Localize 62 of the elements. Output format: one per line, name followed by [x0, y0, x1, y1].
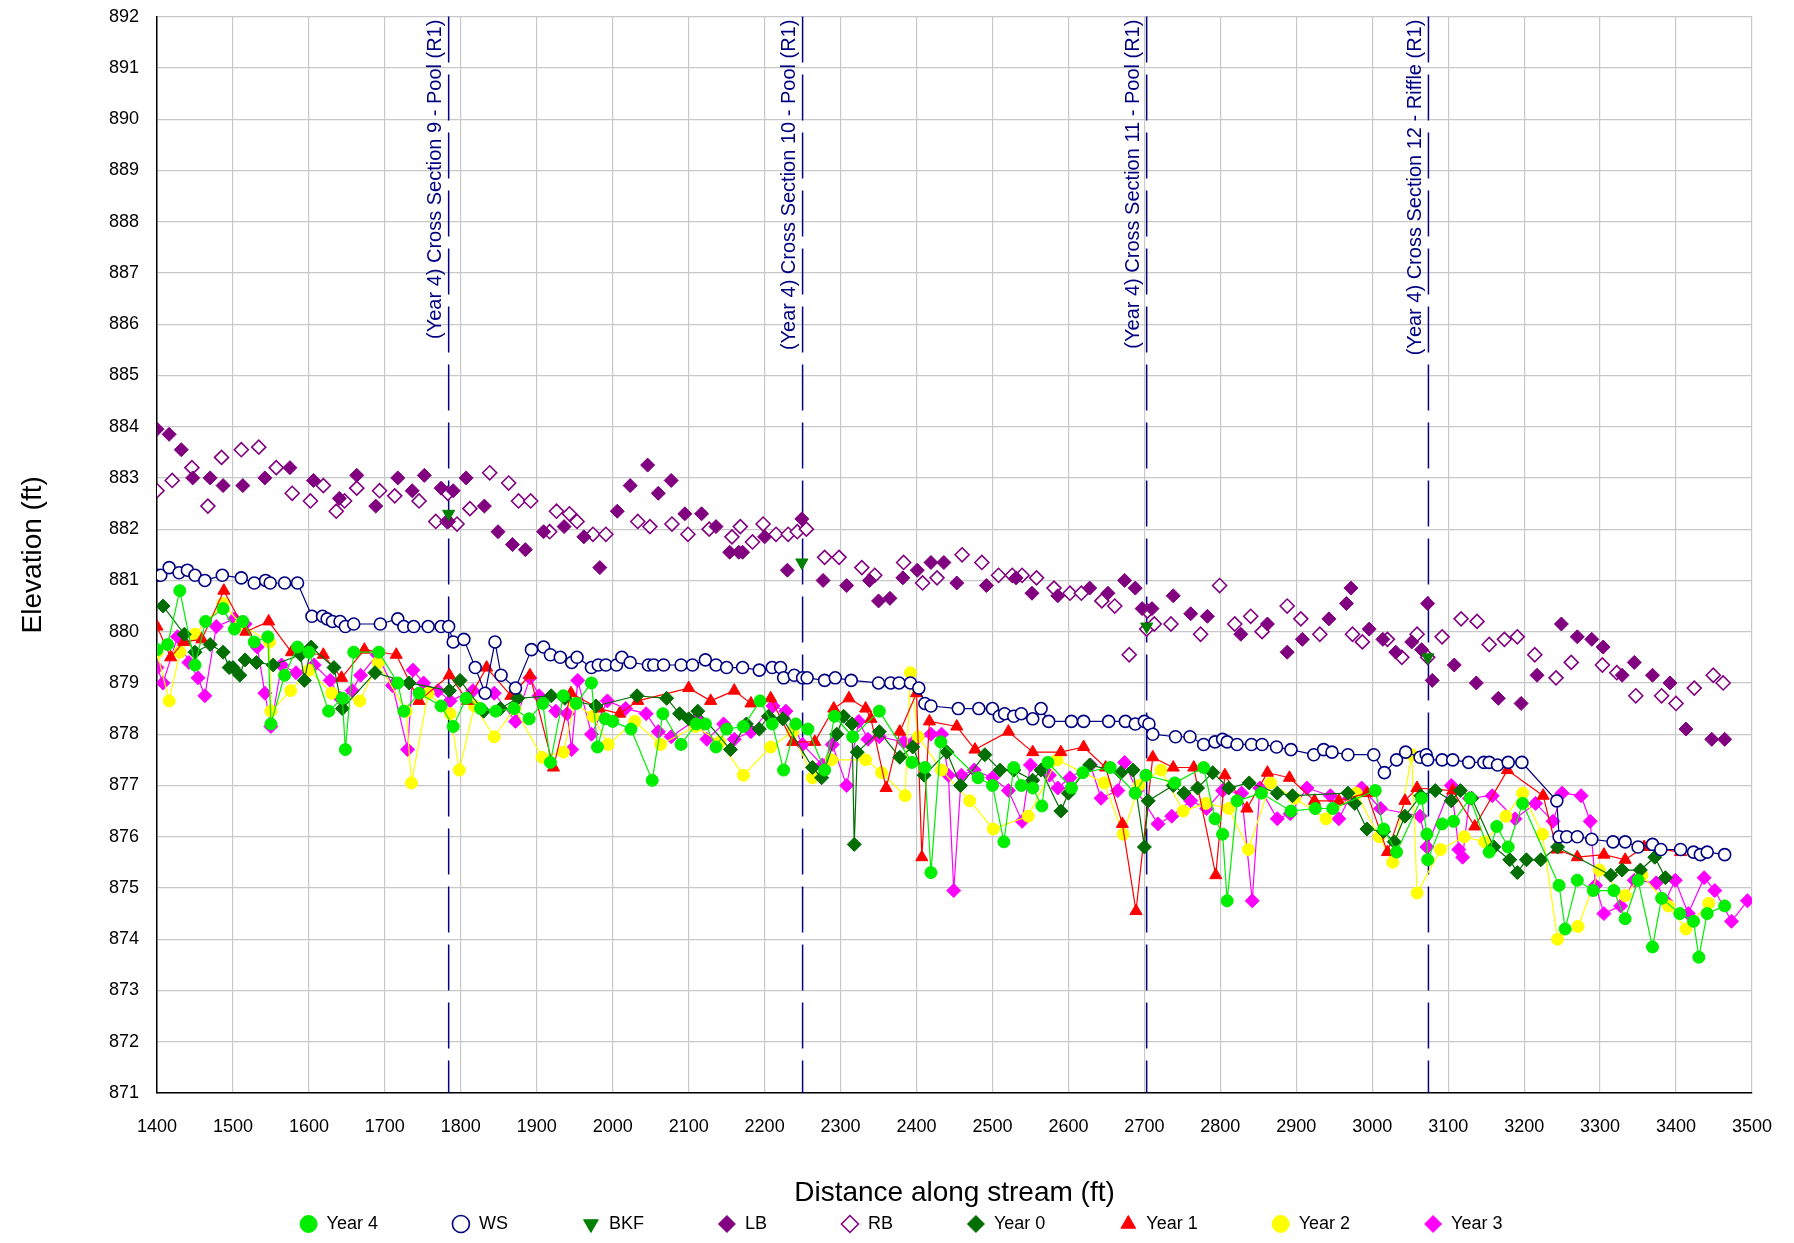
y-tick-label: 880	[108, 620, 139, 641]
legend-label: Year 4	[326, 1212, 378, 1233]
x-tick-label: 2400	[896, 1115, 937, 1136]
y-tick-label: 888	[108, 210, 139, 231]
y-tick-label: 892	[108, 5, 139, 26]
x-tick-label: 2800	[1200, 1115, 1241, 1136]
x-tick-label: 2200	[744, 1115, 785, 1136]
point	[442, 509, 456, 522]
x-tick-label: 3000	[1352, 1115, 1393, 1136]
point	[1421, 653, 1435, 665]
y-tick-label: 889	[108, 159, 139, 180]
legend-label: Year 1	[1146, 1212, 1198, 1233]
x-tick-label: 3500	[1731, 1115, 1773, 1136]
x-tick-label: 1600	[288, 1115, 329, 1136]
y-tick-label: 882	[108, 518, 139, 539]
y-axis-title: Elevation (ft)	[15, 476, 47, 634]
y-tick-label: 886	[108, 313, 139, 334]
x-tick-label: 2000	[592, 1115, 633, 1136]
y-tick-label: 876	[108, 825, 139, 846]
legend-label: BKF	[608, 1212, 644, 1233]
y-tick-label: 887	[108, 261, 139, 282]
y-tick-label: 890	[108, 108, 139, 129]
legend-label: Year 0	[993, 1212, 1046, 1233]
legend-label: LB	[744, 1212, 767, 1233]
x-axis-title: Distance along stream (ft)	[794, 1175, 1115, 1207]
x-tick-label: 3100	[1428, 1115, 1469, 1136]
x-tick-label: 2100	[668, 1115, 709, 1136]
y-tick-label: 875	[108, 876, 139, 897]
y-tick-label: 884	[108, 415, 139, 436]
legend-label: Year 3	[1451, 1212, 1503, 1233]
y-tick-label: 872	[108, 1030, 139, 1051]
x-tick-label: 3200	[1504, 1115, 1545, 1136]
x-tick-label: 3300	[1580, 1115, 1621, 1136]
x-tick-label: 1500	[212, 1115, 253, 1136]
y-tick-label: 879	[108, 671, 139, 692]
x-tick-label: 2700	[1124, 1115, 1165, 1136]
y-tick-label: 881	[108, 569, 139, 590]
ref-line-label: (Year 4) Cross Section 11 - Pool (R1)	[1121, 19, 1144, 349]
x-tick-label: 2600	[1048, 1115, 1089, 1136]
x-tick-label: 2500	[972, 1115, 1013, 1136]
y-tick-label: 871	[108, 1081, 139, 1102]
y-tick-label: 877	[108, 774, 139, 795]
x-tick-label: 1700	[364, 1115, 405, 1136]
y-tick-label: 874	[108, 928, 139, 949]
x-tick-label: 1800	[440, 1115, 481, 1136]
x-tick-label: 1900	[516, 1115, 557, 1136]
x-tick-label: 2900	[1276, 1115, 1317, 1136]
y-tick-label: 885	[108, 364, 139, 385]
ref-line-label: (Year 4) Cross Section 12 - Riffle (R1)	[1402, 19, 1425, 356]
legend-label: Year 2	[1298, 1212, 1351, 1233]
x-tick-label: 3400	[1656, 1115, 1697, 1136]
ref-line-label: (Year 4) Cross Section 10 - Pool (R1)	[777, 19, 800, 351]
x-tick-label: 1400	[136, 1115, 178, 1136]
y-tick-label: 878	[108, 723, 139, 744]
y-tick-label: 891	[108, 56, 139, 77]
y-tick-label: 873	[108, 979, 139, 1000]
legend-label: WS	[478, 1212, 508, 1233]
point	[795, 558, 809, 570]
legend-label: RB	[867, 1212, 893, 1233]
x-tick-label: 2300	[820, 1115, 861, 1136]
ref-line-label: (Year 4) Cross Section 9 - Pool (R1)	[423, 19, 446, 339]
y-tick-label: 883	[108, 466, 139, 487]
